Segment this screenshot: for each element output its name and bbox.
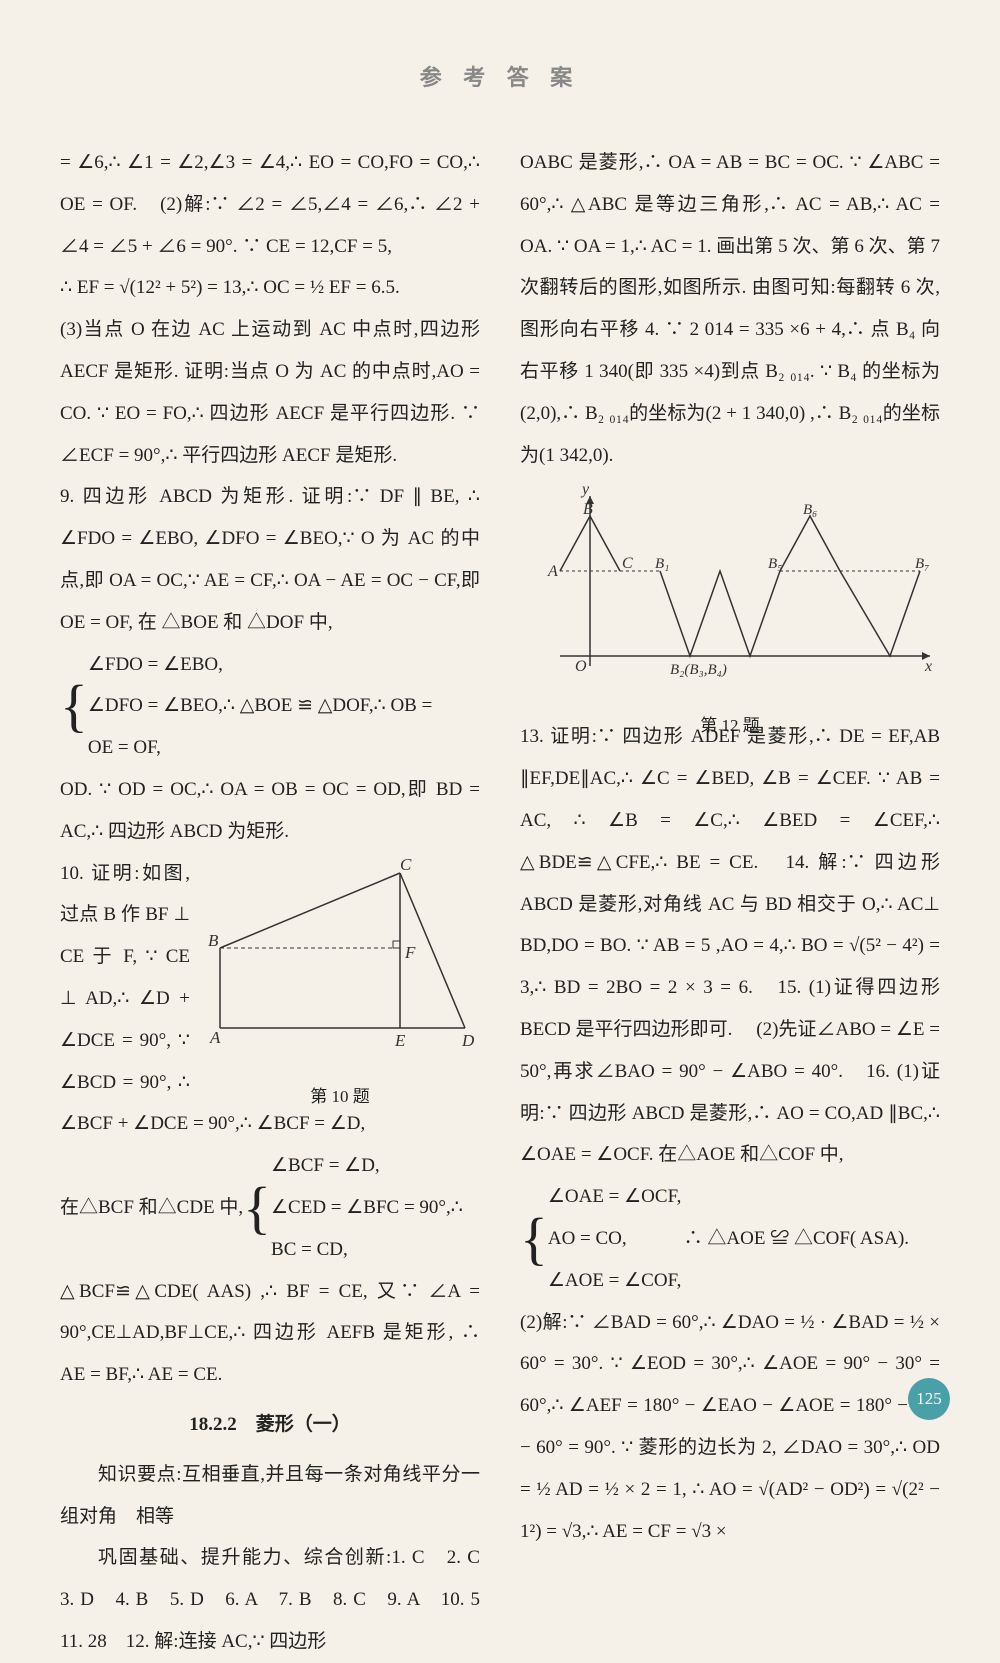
brace-line: ∠DFO = ∠BEO,∴ △BOE ≌ △DOF,∴ OB = [88, 685, 432, 727]
triangle-diagram-icon: A B C F E D [200, 858, 480, 1058]
svg-text:y: y [580, 486, 590, 498]
svg-text:C: C [400, 858, 412, 874]
text-block: OD. ∵ OD = OC,∴ OA = OB = OC = OD,即 BD =… [60, 769, 480, 853]
text-block: 9. 四边形 ABCD 为矩形. 证明:∵ DF ∥ BE, ∴ ∠FDO = … [60, 476, 480, 643]
figure-10: A B C F E D 第 10 题 [200, 858, 480, 1058]
brace-group: 在△BCF 和△CDE 中, { ∠BCF = ∠D, ∠CED = ∠BFC … [60, 1145, 480, 1270]
svg-text:A: A [547, 563, 558, 580]
brace-line: ∠BCF = ∠D, [271, 1145, 463, 1187]
coordinate-diagram-icon: y x O A B C B₁ B₅ B₆ B₇ B₂(B₃,B₄) [520, 486, 940, 686]
brace-line: ∠OAE = ∠OCF, [548, 1176, 909, 1218]
brace-group: { ∠OAE = ∠OCF, AO = CO, ∴ △AOE ≌ △COF( A… [520, 1176, 940, 1301]
svg-text:B₁: B₁ [655, 556, 669, 572]
brace-line: ∠FDO = ∠EBO, [88, 644, 432, 686]
svg-text:E: E [394, 1031, 406, 1050]
svg-text:B: B [583, 501, 593, 518]
svg-text:F: F [404, 943, 416, 962]
brace-line: AO = CO, ∴ △AOE ≌ △COF( ASA). [548, 1218, 909, 1260]
text-block: OABC 是菱形,∴ OA = AB = BC = OC. ∵ ∠ABC = 6… [520, 142, 940, 476]
figure-12: y x O A B C B₁ B₅ B₆ B₇ B₂(B₃,B₄) [520, 486, 940, 706]
brace-line: ∠AOE = ∠COF, [548, 1260, 909, 1302]
page-header: 参 考 答 案 [60, 60, 940, 92]
brace-lead: 在△BCF 和△CDE 中, [60, 1187, 243, 1229]
text-block: △BCF≌△CDE( AAS) ,∴ BF = CE, 又∵ ∠A = 90°,… [60, 1271, 480, 1396]
svg-text:B₂(B₃,B₄): B₂(B₃,B₄) [670, 662, 727, 678]
left-column: = ∠6,∴ ∠1 = ∠2,∠3 = ∠4,∴ EO = CO,FO = CO… [60, 142, 480, 1663]
svg-text:B₆: B₆ [803, 502, 817, 518]
section-title: 18.2.2 菱形（一） [60, 1404, 480, 1446]
text-block: 13. 证明:∵ 四边形 ADEF 是菱形,∴ DE = EF,AB ∥EF,D… [520, 716, 940, 1176]
svg-text:x: x [924, 658, 932, 675]
svg-text:B: B [208, 931, 219, 950]
brace-line: OE = OF, [88, 727, 432, 769]
brace-line: BC = CD, [271, 1229, 463, 1271]
text-block: ∴ EF = √(12² + 5²) = 13,∴ OC = ½ EF = 6.… [60, 267, 480, 309]
right-column: OABC 是菱形,∴ OA = AB = BC = OC. ∵ ∠ABC = 6… [520, 142, 940, 1663]
text-block: 巩固基础、提升能力、综合创新:1. C 2. C 3. D 4. B 5. D … [60, 1537, 480, 1662]
svg-text:C: C [622, 555, 633, 572]
text-block: = ∠6,∴ ∠1 = ∠2,∠3 = ∠4,∴ EO = CO,FO = CO… [60, 142, 480, 267]
text-block: 知识要点:互相垂直,并且每一条对角线平分一组对角 相等 [60, 1454, 480, 1538]
main-content: = ∠6,∴ ∠1 = ∠2,∠3 = ∠4,∴ EO = CO,FO = CO… [60, 142, 940, 1663]
text-block: (3)当点 O 在边 AC 上运动到 AC 中点时,四边形 AECF 是矩形. … [60, 309, 480, 476]
brace-line: ∠CED = ∠BFC = 90°,∴ [271, 1187, 463, 1229]
svg-text:O: O [575, 658, 587, 675]
svg-text:D: D [461, 1031, 475, 1050]
svg-text:A: A [209, 1028, 221, 1047]
page-number-badge: 125 [908, 1378, 950, 1420]
svg-text:B₇: B₇ [915, 556, 929, 572]
text-block: (2)解:∵ ∠BAD = 60°,∴ ∠DAO = ½ · ∠BAD = ½ … [520, 1302, 940, 1553]
brace-group: { ∠FDO = ∠EBO, ∠DFO = ∠BEO,∴ △BOE ≌ △DOF… [60, 644, 480, 769]
